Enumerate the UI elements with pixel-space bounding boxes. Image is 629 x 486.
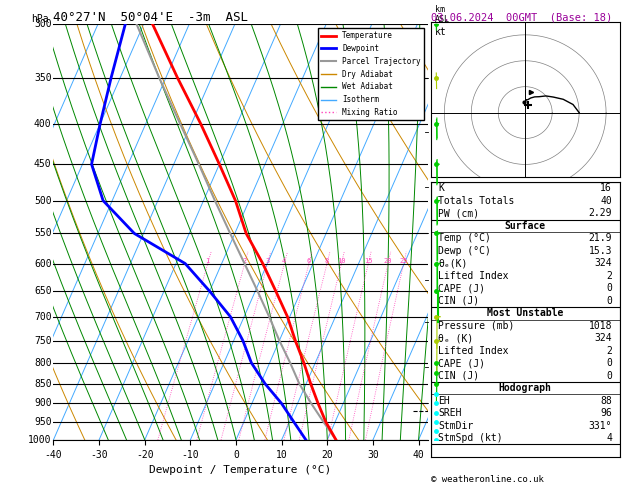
Text: 1000: 1000 <box>28 435 52 445</box>
X-axis label: Dewpoint / Temperature (°C): Dewpoint / Temperature (°C) <box>150 465 331 475</box>
Text: 600: 600 <box>34 259 52 269</box>
Text: 500: 500 <box>34 195 52 206</box>
Text: 88: 88 <box>600 396 612 406</box>
Text: θₑ (K): θₑ (K) <box>438 333 474 343</box>
Text: 4: 4 <box>282 258 286 264</box>
Text: Pressure (mb): Pressure (mb) <box>438 321 515 331</box>
Text: hPa: hPa <box>31 14 48 24</box>
Text: 2: 2 <box>606 271 612 281</box>
Text: PW (cm): PW (cm) <box>438 208 479 218</box>
Text: SREH: SREH <box>438 408 462 418</box>
Text: StmSpd (kt): StmSpd (kt) <box>438 433 503 443</box>
Text: 15.3: 15.3 <box>589 246 612 256</box>
Text: 2.29: 2.29 <box>589 208 612 218</box>
Text: Lifted Index: Lifted Index <box>438 271 509 281</box>
Text: 900: 900 <box>34 399 52 408</box>
Text: 1: 1 <box>435 399 440 408</box>
Text: 331°: 331° <box>589 421 612 431</box>
Text: 300: 300 <box>34 19 52 29</box>
Text: 950: 950 <box>34 417 52 427</box>
Text: CAPE (J): CAPE (J) <box>438 358 486 368</box>
Text: 8: 8 <box>435 73 440 82</box>
Text: CIN (J): CIN (J) <box>438 296 479 306</box>
Text: 6: 6 <box>435 182 440 191</box>
Text: 3: 3 <box>435 317 440 326</box>
Text: LCL: LCL <box>430 407 445 416</box>
Text: Surface: Surface <box>504 221 546 231</box>
Text: 0: 0 <box>606 283 612 294</box>
Legend: Temperature, Dewpoint, Parcel Trajectory, Dry Adiabat, Wet Adiabat, Isotherm, Mi: Temperature, Dewpoint, Parcel Trajectory… <box>318 28 424 120</box>
Text: 800: 800 <box>34 358 52 368</box>
Text: 96: 96 <box>600 408 612 418</box>
Text: CIN (J): CIN (J) <box>438 371 479 381</box>
Text: 4: 4 <box>435 276 440 285</box>
Text: 1: 1 <box>206 258 209 264</box>
Text: 850: 850 <box>34 379 52 389</box>
Text: 2: 2 <box>242 258 247 264</box>
Text: 750: 750 <box>34 335 52 346</box>
Text: K: K <box>438 184 444 193</box>
Text: Lifted Index: Lifted Index <box>438 346 509 356</box>
Text: CAPE (J): CAPE (J) <box>438 283 486 294</box>
Text: 0: 0 <box>606 296 612 306</box>
Text: Totals Totals: Totals Totals <box>438 196 515 206</box>
Text: 20: 20 <box>384 258 392 264</box>
Text: 16: 16 <box>600 184 612 193</box>
Text: StmDir: StmDir <box>438 421 474 431</box>
Text: 5: 5 <box>435 229 440 238</box>
Text: 350: 350 <box>34 72 52 83</box>
Text: 700: 700 <box>34 312 52 322</box>
Text: 40°27'N  50°04'E  -3m  ASL: 40°27'N 50°04'E -3m ASL <box>53 11 248 24</box>
Text: 324: 324 <box>594 259 612 268</box>
Text: 25: 25 <box>399 258 408 264</box>
Text: 650: 650 <box>34 286 52 296</box>
Text: 2: 2 <box>606 346 612 356</box>
Text: © weatheronline.co.uk: © weatheronline.co.uk <box>431 474 543 484</box>
Text: Dewp (°C): Dewp (°C) <box>438 246 491 256</box>
Text: km
ASL: km ASL <box>435 5 450 24</box>
Text: 6: 6 <box>307 258 311 264</box>
Text: 15: 15 <box>364 258 372 264</box>
Text: 450: 450 <box>34 159 52 169</box>
Text: Hodograph: Hodograph <box>499 383 552 393</box>
Text: 10: 10 <box>337 258 345 264</box>
Text: Mixing Ratio (g/kg): Mixing Ratio (g/kg) <box>453 181 462 283</box>
Text: 03.06.2024  00GMT  (Base: 18): 03.06.2024 00GMT (Base: 18) <box>431 12 612 22</box>
Text: 2: 2 <box>435 363 440 372</box>
Text: Most Unstable: Most Unstable <box>487 308 564 318</box>
Text: Temp (°C): Temp (°C) <box>438 233 491 243</box>
Text: 7: 7 <box>435 128 440 137</box>
Text: 21.9: 21.9 <box>589 233 612 243</box>
Text: 40: 40 <box>600 196 612 206</box>
Text: 4: 4 <box>606 433 612 443</box>
Text: 0: 0 <box>606 371 612 381</box>
Text: 3: 3 <box>265 258 269 264</box>
Text: kt: kt <box>435 27 447 36</box>
Text: 0: 0 <box>606 358 612 368</box>
Text: 1018: 1018 <box>589 321 612 331</box>
Text: EH: EH <box>438 396 450 406</box>
Text: 550: 550 <box>34 228 52 239</box>
Text: θₑ(K): θₑ(K) <box>438 259 468 268</box>
Text: 400: 400 <box>34 119 52 129</box>
Text: 324: 324 <box>594 333 612 343</box>
Text: 8: 8 <box>325 258 329 264</box>
